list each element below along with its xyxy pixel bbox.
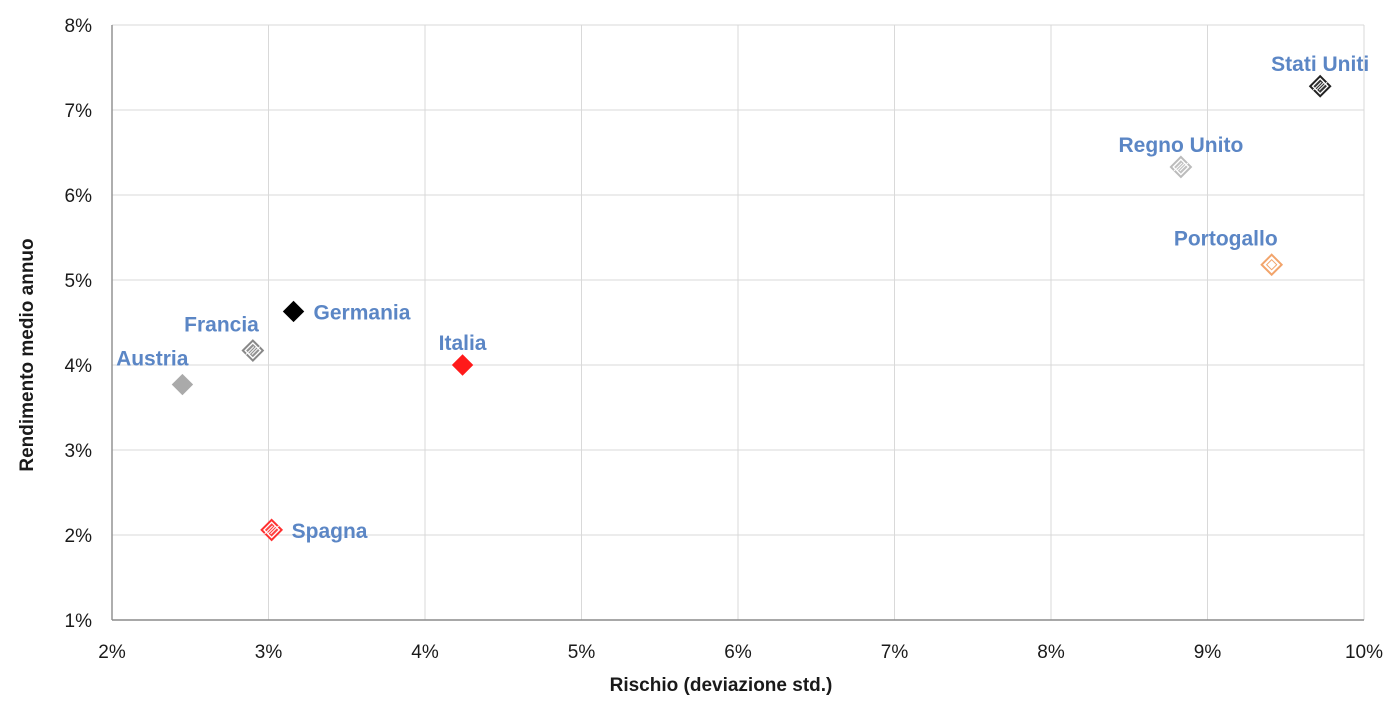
- point-germania: [282, 300, 305, 323]
- x-tick-label: 3%: [255, 642, 283, 663]
- point-label-austria: Austria: [116, 348, 189, 371]
- y-tick-label: 5%: [65, 271, 93, 292]
- hatch-line: [1318, 81, 1328, 91]
- point-label-francia: Francia: [184, 314, 259, 337]
- tick-labels: 2% 3% 4% 5% 6% 7% 8% 9% 10%1%2%3%4%5%6%7%8%: [65, 16, 1384, 663]
- y-tick-label: 4%: [65, 356, 93, 377]
- marker-germania: [282, 300, 305, 323]
- point-label-portogallo: Portogallo: [1174, 228, 1278, 251]
- x-tick-label: 5%: [568, 642, 596, 663]
- y-tick-label: 1%: [65, 611, 93, 632]
- point-label-stati-uniti: Stati Uniti: [1271, 53, 1369, 76]
- grid: [111, 24, 1365, 620]
- point-spagna: [260, 518, 284, 542]
- hatch-line: [251, 346, 261, 355]
- hatch-line: [1179, 162, 1189, 172]
- x-tick-label: 6%: [724, 642, 752, 663]
- point-stati-uniti: [1308, 74, 1332, 98]
- x-tick-label: 8%: [1037, 642, 1065, 663]
- x-tick-label: 10%: [1345, 642, 1383, 663]
- axes: [111, 25, 1364, 621]
- x-tick-label: 4%: [411, 642, 439, 663]
- hatch-line: [267, 525, 276, 535]
- point-francia: [241, 339, 265, 362]
- y-tick-label: 8%: [65, 16, 93, 37]
- hatch-line: [1312, 81, 1322, 91]
- y-tick-label: 2%: [65, 526, 93, 547]
- point-label-italia: Italia: [439, 332, 487, 355]
- point-portogallo: [1260, 253, 1284, 277]
- y-tick-label: 3%: [65, 441, 93, 462]
- point-labels: Austria Francia Germania Spagna Italia Regno …: [116, 53, 1369, 543]
- marker-portogallo: [1260, 253, 1284, 277]
- hatch-line: [1173, 162, 1183, 172]
- y-tick-label: 7%: [65, 101, 93, 122]
- point-austria: [171, 373, 194, 396]
- point-label-regno-unito: Regno Unito: [1118, 134, 1243, 157]
- hatch-line: [248, 346, 258, 355]
- hatch-line: [1176, 162, 1186, 172]
- marker-austria: [171, 373, 194, 396]
- hatch-line: [1315, 81, 1325, 91]
- point-regno-unito: [1169, 155, 1193, 179]
- x-tick-label: 2%: [98, 642, 126, 663]
- point-label-germania: Germania: [314, 301, 411, 324]
- marker-italia: [451, 354, 474, 376]
- marker-inner-portogallo: [1265, 258, 1278, 271]
- hatch-line: [264, 525, 273, 535]
- point-label-spagna: Spagna: [292, 520, 368, 543]
- hatch-line: [270, 525, 279, 535]
- data-points: [171, 74, 1332, 542]
- x-tick-label: 9%: [1194, 642, 1222, 663]
- y-axis-title: Rendimento medio annuo: [17, 238, 38, 471]
- x-axis-title: Rischio (deviazione std.): [610, 675, 833, 696]
- y-tick-label: 6%: [65, 186, 93, 207]
- point-italia: [451, 354, 474, 376]
- x-tick-label: 7%: [881, 642, 909, 663]
- hatch-line: [245, 346, 255, 355]
